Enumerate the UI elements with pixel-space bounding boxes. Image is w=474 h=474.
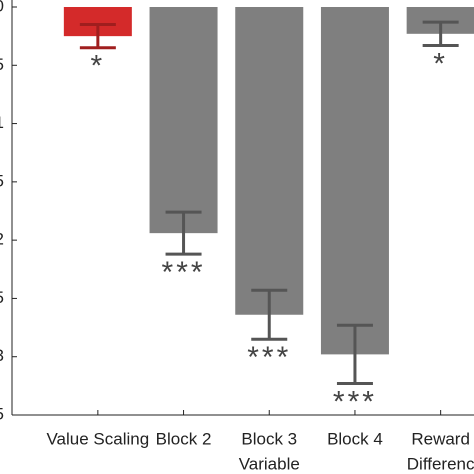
y-tick-label: -1 [0,113,4,132]
significance: *** [333,385,377,418]
significance: * [433,47,448,80]
x-tick-label: Reward [411,429,470,448]
x-tick-label: Block 4 [327,429,383,448]
x-tick-label: Block 3 [241,429,297,448]
y-tick-label: -0.5 [0,55,4,74]
x-tick-sublabel: Variable [239,454,300,473]
y-tick-label: -2.5 [0,288,4,307]
x-tick-label: Value Scaling [46,429,149,448]
significance: *** [247,341,291,374]
significance: *** [162,256,206,289]
y-tick-label: 0 [0,0,4,15]
bar [149,7,218,234]
y-tick-label: -2 [0,230,4,249]
y-tick-label: -3.5 [0,404,4,423]
x-tick-label: Block 2 [156,429,212,448]
significance: * [91,50,106,83]
x-tick-sublabel: Differenc [407,454,474,473]
bar [320,7,389,355]
bar [235,7,304,315]
y-tick-label: -1.5 [0,171,4,190]
y-tick-label: -3 [0,346,4,365]
